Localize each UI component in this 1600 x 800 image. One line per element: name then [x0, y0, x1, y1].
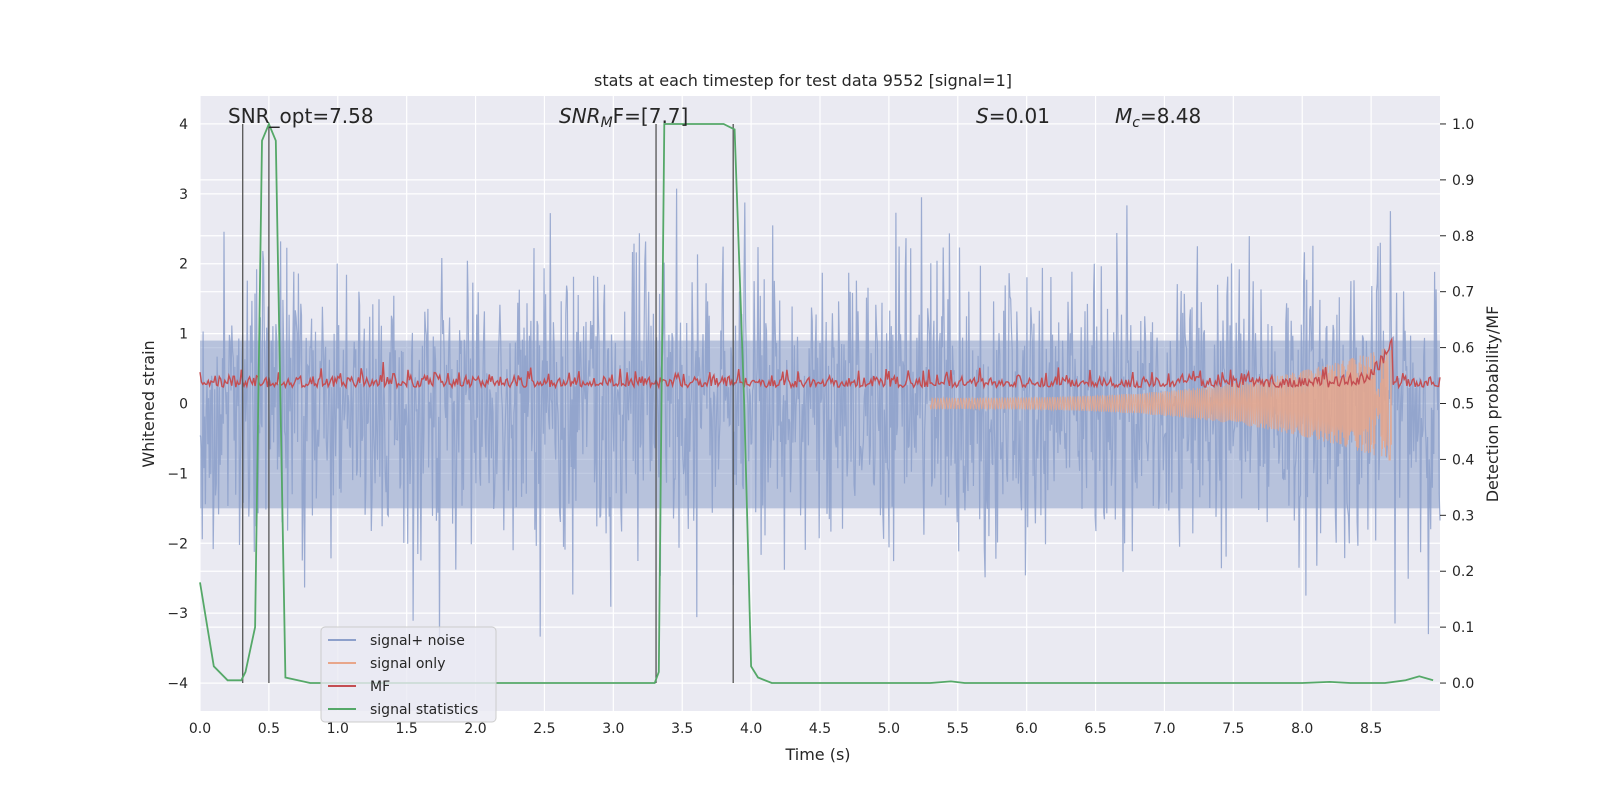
y-right-tick-label: 0.3 [1452, 508, 1474, 524]
signal-statistics-line [199, 121, 1434, 684]
series-signal-noise [199, 188, 1441, 643]
annotation-mc-var: M [1115, 104, 1132, 128]
y-left-tick-label: −1 [167, 466, 188, 482]
y-axis-left-label: Whitened strain [139, 340, 158, 467]
legend-label: signal+ noise [370, 633, 465, 649]
x-tick-label: 2.5 [533, 721, 555, 737]
y-left-tick-label: −2 [167, 536, 188, 552]
annotation-snr-opt: SNR_opt=7.58 [228, 104, 374, 128]
x-tick-label: 6.0 [1016, 721, 1038, 737]
y-right-tick-label: 0.9 [1452, 173, 1474, 189]
y-axis-right-ticks: 0.0 0.1 0.2 0.3 0.4 0.5 0.6 0.7 0.8 0.9 1.0 [1440, 117, 1474, 692]
y-left-tick-label: 0 [179, 397, 188, 413]
x-axis-ticks: 0.0 0.5 1.0 1.5 2.0 2.5 3.0 3.5 4.0 4.5 5.0 5.5 6.0 6… [189, 721, 1382, 737]
y-left-tick-label: 4 [179, 117, 188, 133]
y-right-tick-label: 0.5 [1452, 397, 1474, 413]
annotation-s-rest: =0.01 [989, 104, 1050, 128]
x-tick-label: 5.0 [878, 721, 900, 737]
x-tick-label: 4.5 [809, 721, 831, 737]
x-tick-label: 0.0 [189, 721, 211, 737]
y-left-tick-label: −3 [167, 606, 188, 622]
annotation-mc-sub: c [1132, 115, 1140, 131]
y-right-tick-label: 0.1 [1452, 620, 1474, 636]
x-tick-label: 5.5 [947, 721, 969, 737]
x-tick-label: 7.0 [1153, 721, 1175, 737]
legend: signal+ noise signal only MF signal statist… [320, 626, 497, 723]
annotation-snr-mf-rest: F=[7.7] [613, 104, 689, 128]
x-tick-label: 4.0 [740, 721, 762, 737]
annotation-mc-rest: =8.48 [1140, 104, 1201, 128]
y-left-tick-label: 1 [179, 327, 188, 343]
y-left-tick-label: 2 [179, 257, 188, 273]
series-mf [199, 336, 1441, 390]
y-left-tick-label: 3 [179, 187, 188, 203]
x-tick-label: 8.5 [1360, 721, 1382, 737]
noise-core [200, 340, 1440, 509]
x-tick-label: 3.0 [602, 721, 624, 737]
y-right-tick-label: 0.4 [1452, 452, 1474, 468]
detection-markers [242, 123, 734, 684]
x-tick-label: 8.0 [1291, 721, 1313, 737]
y-right-tick-label: 1.0 [1452, 117, 1474, 133]
series-signal-statistics [199, 121, 1434, 684]
x-tick-label: 3.5 [671, 721, 693, 737]
x-tick-label: 1.5 [396, 721, 418, 737]
legend-label: signal statistics [370, 702, 478, 718]
x-axis-label: Time (s) [784, 745, 850, 764]
annotation-snr-mf-sub: M [601, 115, 613, 131]
x-tick-label: 1.0 [327, 721, 349, 737]
y-right-tick-label: 0.6 [1452, 341, 1474, 357]
y-right-tick-label: 0.8 [1452, 229, 1474, 245]
legend-box [320, 626, 497, 723]
annotation-snr-mf: SNRMF=[7.7] [559, 104, 688, 131]
legend-label: signal only [370, 656, 445, 672]
annotation-mc: Mc=8.48 [1115, 104, 1201, 131]
y-right-tick-label: 0.2 [1452, 564, 1474, 580]
annotation-s: S=0.01 [976, 104, 1050, 128]
x-tick-label: 0.5 [258, 721, 280, 737]
y-right-tick-label: 0.0 [1452, 676, 1474, 692]
y-axis-right-label: Detection probability/MF [1483, 306, 1502, 503]
x-tick-label: 2.0 [464, 721, 486, 737]
y-axis-left-ticks: −4 −3 −2 −1 0 1 2 3 4 [167, 117, 188, 692]
annotation-s-var: S [976, 104, 989, 128]
x-tick-label: 7.5 [1222, 721, 1244, 737]
series-signal-only [929, 348, 1392, 461]
x-tick-label: 6.5 [1084, 721, 1106, 737]
legend-items: signal+ noise signal only MF signal statist… [328, 633, 478, 718]
mf-line [199, 336, 1441, 390]
annotation-snr-mf-var: SNR [559, 104, 601, 128]
y-left-tick-label: −4 [167, 676, 188, 692]
legend-label: MF [370, 679, 390, 695]
y-right-tick-label: 0.7 [1452, 285, 1474, 301]
signal-only-line [929, 348, 1392, 461]
chart-title: stats at each timestep for test data 955… [594, 71, 1012, 90]
